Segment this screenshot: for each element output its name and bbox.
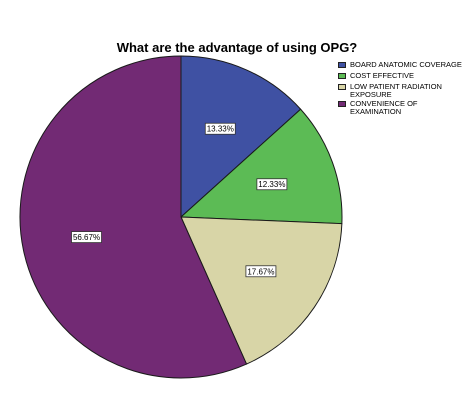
- svg-text:13.33%: 13.33%: [207, 125, 234, 134]
- chart-title: What are the advantage of using OPG?: [116, 40, 358, 55]
- legend-item-board-anatomic-coverage: BOARD ANATOMIC COVERAGE: [338, 61, 468, 71]
- legend-swatch: [338, 101, 346, 107]
- legend-swatch: [338, 84, 346, 90]
- svg-text:56.67%: 56.67%: [73, 233, 100, 242]
- legend-item-convenience-of-examination: CONVENIENCE OF EXAMINATION: [338, 100, 468, 116]
- pie-slice-3: [19, 55, 248, 379]
- chart-legend: BOARD ANATOMIC COVERAGE COST EFFECTIVE L…: [338, 61, 468, 117]
- slice-data-label: 56.67%: [71, 231, 102, 243]
- legend-item-cost-effective: COST EFFECTIVE: [338, 72, 468, 82]
- slice-data-label: 17.67%: [245, 265, 277, 278]
- legend-label: COST EFFECTIVE: [350, 71, 415, 80]
- pie-slice-2: [180, 216, 343, 365]
- pie-slice-1: [179, 108, 343, 225]
- svg-text:17.67%: 17.67%: [247, 267, 274, 276]
- slice-data-label: 13.33%: [204, 122, 236, 135]
- svg-text:12.33%: 12.33%: [258, 180, 285, 189]
- legend-item-low-patient-radiation-exposure: LOW PATIENT RADIATION EXPOSURE: [338, 83, 468, 99]
- legend-swatch: [338, 62, 346, 68]
- legend-label: LOW PATIENT RADIATION EXPOSURE: [350, 82, 442, 99]
- legend-label: CONVENIENCE OF EXAMINATION: [350, 99, 418, 116]
- legend-label: BOARD ANATOMIC COVERAGE: [350, 60, 462, 69]
- pie-slice-0: [180, 55, 302, 219]
- slice-data-label: 12.33%: [256, 178, 288, 191]
- legend-swatch: [338, 73, 346, 79]
